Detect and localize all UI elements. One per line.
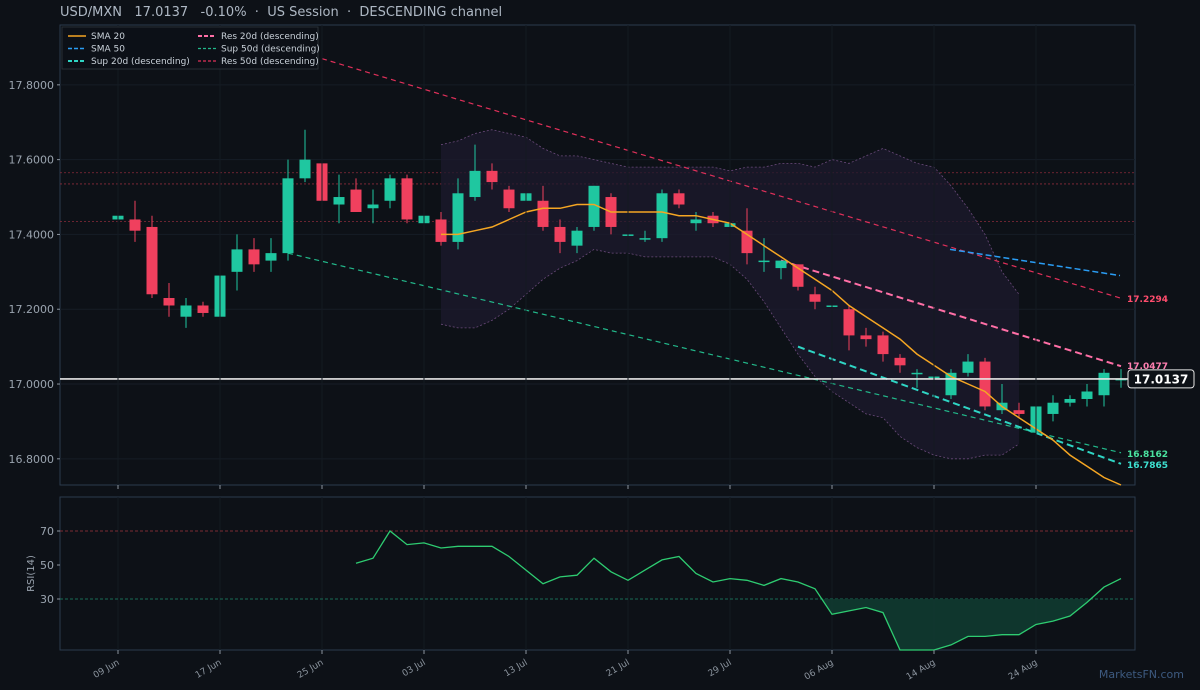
- legend: SMA 20 SMA 50 Sup 20d (descending) Res 20d …: [61, 26, 320, 70]
- candle-body: [486, 170, 498, 183]
- candle-body: [452, 193, 464, 242]
- candle-body: [180, 305, 192, 317]
- rsi-tick-label: 70: [40, 525, 54, 538]
- candle-body: [401, 178, 413, 220]
- last-price-label: 17.0137: [1134, 372, 1189, 386]
- x-tick-label: 03 Jul: [401, 658, 428, 679]
- candle-body: [503, 189, 515, 209]
- trendline-end-label: 16.7865: [1127, 461, 1168, 471]
- x-tick-label: 06 Aug: [803, 658, 836, 683]
- trendline-end-label: 17.0477: [1127, 362, 1168, 372]
- candle-body: [350, 189, 362, 212]
- candle-body: [265, 253, 277, 261]
- candle-body: [367, 204, 379, 209]
- last-price-badge: [1127, 369, 1195, 389]
- candle-body: [146, 226, 158, 295]
- bollinger-upper: [440, 129, 1020, 295]
- candle-body: [690, 219, 702, 224]
- rsi-axis-label: RSI(14): [26, 555, 37, 592]
- rsi-oversold-fill: [821, 599, 1091, 650]
- candle-body: [282, 178, 294, 254]
- candle-body: [248, 249, 260, 265]
- legend-entry: Res 50d (descending): [221, 57, 319, 67]
- candle-body: [894, 357, 906, 366]
- price-tick-label: 17.2000: [9, 303, 55, 316]
- candle-body: [1064, 398, 1076, 403]
- price-tick-label: 17.6000: [9, 154, 55, 167]
- candle-body: [860, 335, 872, 340]
- candle-body: [231, 249, 243, 272]
- candle-body: [554, 226, 566, 242]
- candle-body: [741, 230, 753, 254]
- legend-entry: SMA 50: [91, 45, 125, 55]
- trendline: [287, 252, 1122, 454]
- candle-body: [843, 309, 855, 336]
- price-tick-label: 16.8000: [9, 453, 55, 466]
- candle-body: [1013, 410, 1025, 414]
- candle-body: [673, 193, 685, 205]
- candle-body: [979, 361, 991, 407]
- x-tick-label: 25 Jun: [296, 658, 326, 681]
- sma50-line: [949, 248, 1121, 277]
- candle-body: [809, 294, 821, 302]
- price-tick-label: 17.0000: [9, 378, 55, 391]
- candle-body: [758, 260, 770, 263]
- candle-body: [911, 372, 923, 375]
- watermark: MarketsFN.com: [1098, 668, 1184, 681]
- price-panel: 16.8000 17.0000 17.2000 17.4000 17.6000 17.80…: [9, 24, 1195, 486]
- rsi-line: [355, 530, 1122, 651]
- candle-body: [639, 238, 651, 240]
- rsi-tick-label: 30: [40, 593, 54, 606]
- x-tick-label: 21 Jul: [605, 658, 632, 679]
- candle-body: [656, 193, 668, 239]
- candle-body: [792, 264, 804, 287]
- trendline-end-label: 16.8162: [1127, 450, 1168, 460]
- legend-entry: Sup 20d (descending): [91, 57, 190, 67]
- price-tick-label: 17.8000: [9, 79, 55, 92]
- candle-body: [384, 178, 396, 201]
- legend-entry: Res 20d (descending): [221, 32, 319, 42]
- x-tick-label: 24 Aug: [1007, 658, 1040, 683]
- rsi-tick-label: 50: [40, 559, 54, 572]
- x-tick-label: 13 Jul: [503, 658, 530, 679]
- candle-body: [469, 170, 481, 198]
- trendline: [780, 259, 1122, 368]
- candle-body: [435, 219, 447, 242]
- legend-entry: Sup 50d (descending): [221, 45, 320, 55]
- sma20-line: [441, 203, 1122, 486]
- page-title: USD/MXN 17.0137 -0.10% · US Session · DE…: [60, 5, 503, 20]
- candle-body: [333, 197, 345, 205]
- candle-body: [537, 200, 549, 227]
- x-tick-label: 14 Aug: [905, 658, 938, 683]
- candle-body: [588, 185, 600, 227]
- x-tick-label: 17 Jun: [194, 658, 224, 681]
- candle-body: [775, 260, 787, 269]
- candle-body: [945, 372, 957, 396]
- candle-body: [197, 305, 209, 313]
- legend-box: [61, 26, 319, 70]
- rsi-panel: 30 50 70 RSI(14): [26, 496, 1136, 651]
- x-tick-label: 29 Jul: [707, 658, 734, 679]
- candle-body: [129, 219, 141, 231]
- trendline: [797, 345, 1122, 465]
- candle-body: [299, 159, 311, 179]
- bollinger-band-fill: [441, 129, 1019, 459]
- trendline-end-label: 17.2294: [1127, 295, 1168, 305]
- candle-body: [962, 361, 974, 373]
- candle-body: [571, 230, 583, 246]
- legend-entry: SMA 20: [91, 32, 125, 42]
- candle-body: [163, 298, 175, 306]
- candle-body: [1047, 402, 1059, 414]
- candle-body: [1081, 391, 1093, 399]
- candle-body: [877, 335, 889, 355]
- x-tick-label: 09 Jun: [92, 658, 122, 681]
- candle-body: [1098, 372, 1110, 396]
- price-tick-label: 17.4000: [9, 228, 55, 241]
- trendline: [321, 58, 1122, 299]
